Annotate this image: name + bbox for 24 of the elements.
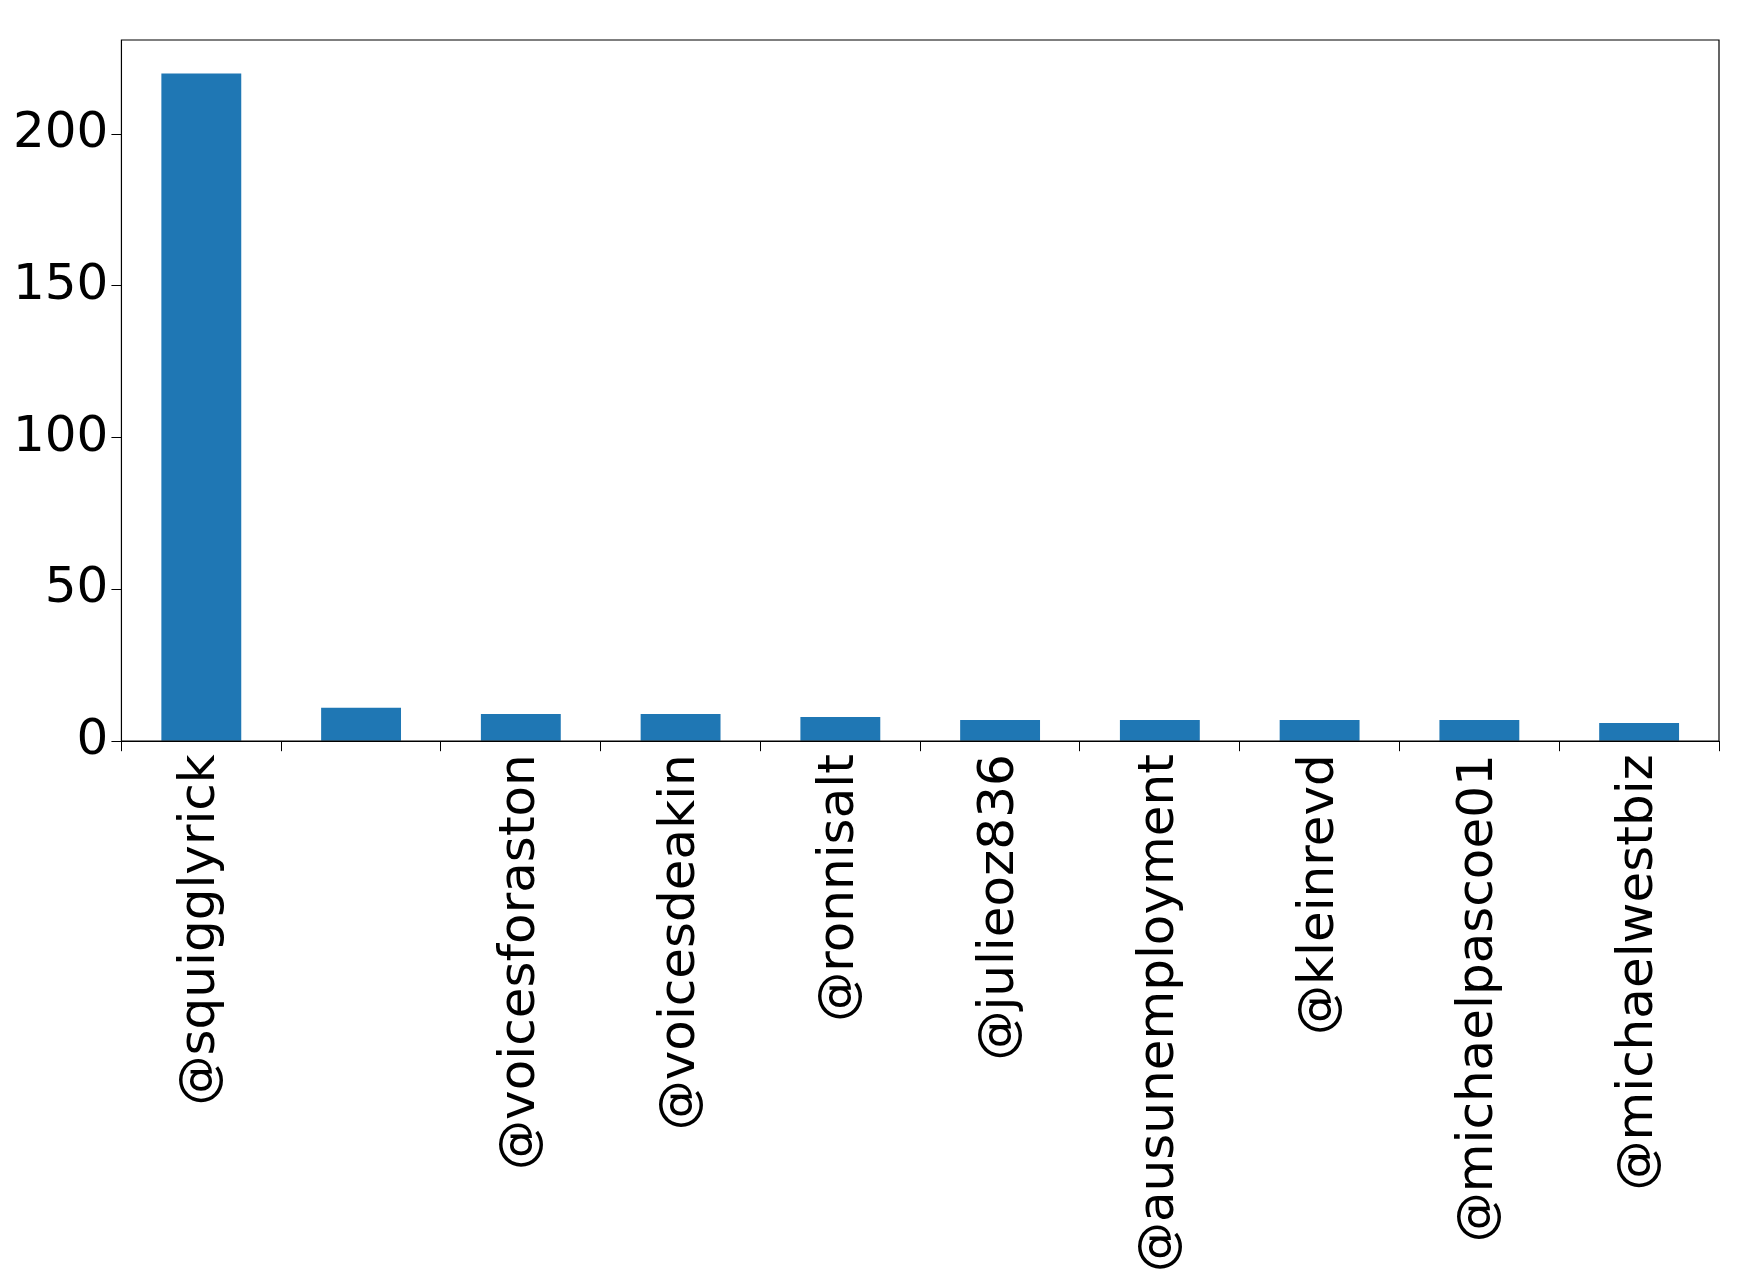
bar <box>1599 722 1680 741</box>
x-tick-label: @michaelpascoe01 <box>1446 754 1505 1243</box>
bar <box>640 713 721 741</box>
x-tick-label: @ronnisalt <box>807 754 866 1022</box>
y-tick-label: 200 <box>13 101 109 160</box>
bar <box>161 73 242 741</box>
x-tick-label: @michaelwestbiz <box>1606 754 1665 1191</box>
bar <box>960 719 1041 741</box>
bar <box>800 716 881 741</box>
y-tick-label: 50 <box>44 556 109 615</box>
x-tick-label: @voicesforaston <box>487 754 546 1170</box>
x-tick-label: @ausunemployment <box>1126 754 1185 1273</box>
x-tick-label: @julieoz836 <box>967 754 1026 1061</box>
x-tick-label: @kleinrevd <box>1286 754 1345 1035</box>
x-tick-label: @squigglyrick <box>168 754 227 1106</box>
bar <box>321 707 402 741</box>
bar <box>1119 719 1200 741</box>
y-tick-label: 100 <box>13 404 109 463</box>
x-tick-label: @voicesdeakin <box>647 754 706 1131</box>
y-tick-label: 150 <box>13 252 109 311</box>
bar <box>1279 719 1360 741</box>
y-tick-label: 0 <box>76 708 109 767</box>
bar <box>480 713 561 741</box>
bar <box>1439 719 1520 741</box>
